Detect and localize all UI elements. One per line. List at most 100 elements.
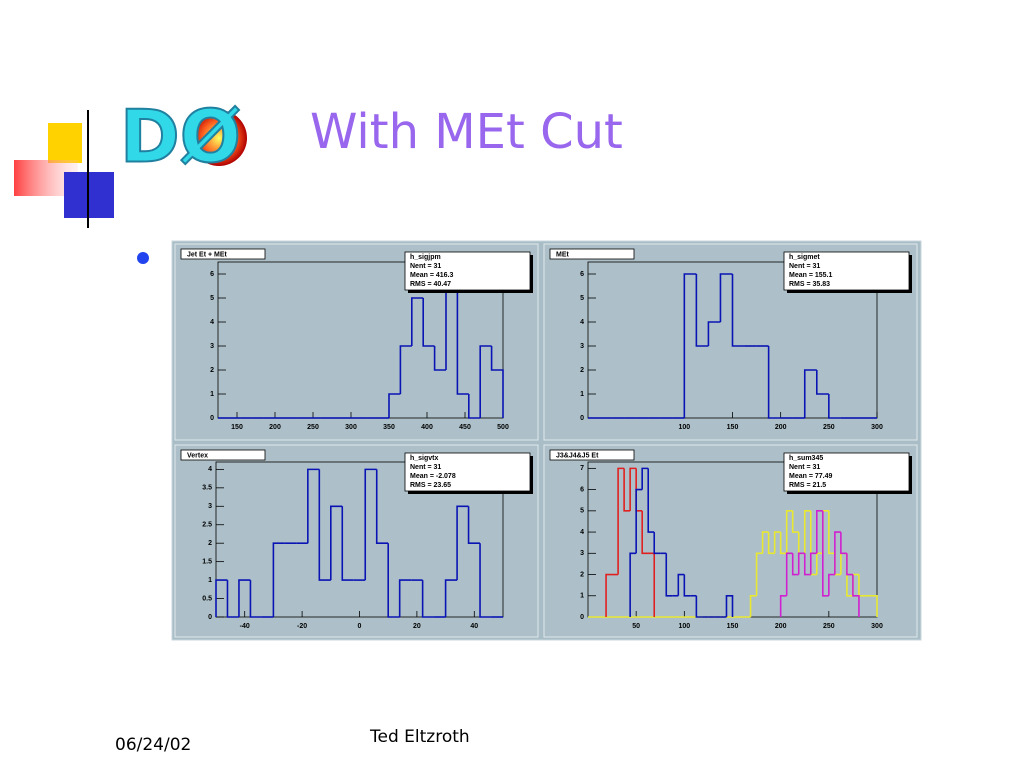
histogram-bin	[456, 274, 469, 395]
histogram-bin	[364, 468, 377, 581]
y-tick-label: 1.5	[202, 558, 212, 565]
y-tick-label: 1	[208, 577, 212, 584]
y-tick-label: 1	[210, 391, 214, 398]
stats-line: Nent = 31	[789, 263, 820, 270]
histogram-bin	[731, 274, 745, 347]
x-tick-label: 450	[459, 424, 471, 431]
y-tick-label: 5	[580, 508, 584, 515]
y-tick-label: 3	[210, 343, 214, 350]
stats-line: Mean = 416.3	[410, 272, 453, 279]
histogram-bin	[828, 510, 835, 555]
stats-line: Nent = 31	[410, 464, 441, 471]
y-tick-label: 2	[580, 367, 584, 374]
x-tick-label: 250	[307, 424, 319, 431]
x-tick-label: 300	[871, 424, 883, 431]
histogram-bin	[803, 553, 811, 576]
histogram-bin	[815, 370, 829, 395]
y-tick-label: 1	[580, 593, 584, 600]
histogram-bin	[617, 467, 625, 575]
histogram-bin	[605, 573, 619, 617]
histogram-bin	[785, 510, 793, 554]
y-tick-label: 0	[580, 614, 584, 621]
histogram-bin	[683, 273, 697, 418]
histogram-bin	[341, 506, 354, 581]
histogram-bin	[641, 467, 649, 490]
chart-title: J3&J4&J5 Et	[556, 452, 599, 459]
x-tick-label: 400	[421, 424, 433, 431]
y-tick-label: 4	[210, 319, 214, 326]
histogram-bin	[695, 595, 703, 618]
stats-box	[404, 452, 531, 492]
histogram-bin	[822, 510, 829, 597]
histogram-bin	[433, 346, 446, 371]
title-box	[180, 248, 266, 260]
histogram-bin	[779, 594, 787, 617]
slide-title: With MEt Cut	[310, 104, 623, 160]
y-tick-label: 1	[580, 391, 584, 398]
histogram-bin	[749, 594, 757, 617]
y-tick-label: 0	[208, 614, 212, 621]
y-tick-label: 4	[580, 529, 584, 536]
histogram-bin	[767, 346, 781, 419]
histogram-bin	[779, 532, 787, 555]
y-tick-label: 4	[580, 319, 584, 326]
histogram-bin	[834, 531, 841, 575]
histogram-bin	[846, 553, 853, 576]
histogram-bin	[467, 506, 481, 544]
x-tick-label: 200	[775, 623, 787, 630]
y-tick-label: 3.5	[202, 485, 212, 492]
histogram-bin	[653, 532, 661, 555]
stats-line: Mean = 155.1	[789, 272, 832, 279]
y-tick-label: 7	[580, 465, 584, 472]
pad: 150 200 250 300 350 400 450 500 0 1 2 3 4 5 6 Jet Et + …	[174, 243, 539, 441]
histogram-bin	[725, 594, 734, 617]
stats-line: Nent = 31	[410, 263, 441, 270]
stats-box	[783, 251, 910, 291]
histogram-bin	[422, 298, 435, 347]
x-tick-label: 150	[727, 424, 739, 431]
histogram-bin	[641, 510, 656, 617]
x-tick-label: 250	[823, 623, 835, 630]
x-tick-label: 100	[678, 623, 690, 630]
x-tick-label: 20	[413, 623, 421, 630]
pad: 50 100 150 200 250 300 0 1 2 3 4 5 6 7 J3&J4&J5 Et h_su…	[543, 444, 918, 638]
histogram-bin	[785, 552, 793, 596]
y-tick-label: 2	[208, 540, 212, 547]
histogram-bin	[375, 469, 389, 544]
histogram-bin	[398, 579, 412, 617]
histogram-bin	[803, 510, 811, 554]
y-tick-label: 5	[210, 295, 214, 302]
stats-line: RMS = 21.5	[789, 482, 826, 489]
y-tick-label: 2	[210, 367, 214, 374]
chart-title: Vertex	[187, 452, 208, 459]
title-box	[549, 248, 635, 260]
stats-line: Mean = 77.49	[789, 473, 832, 480]
histogram-bin	[421, 580, 435, 618]
histogram-bin	[828, 573, 835, 596]
y-tick-label: 5	[580, 295, 584, 302]
y-tick-label: 0.5	[202, 595, 212, 602]
stats-line: h_sum345	[789, 455, 823, 462]
histogram-bin	[828, 394, 841, 419]
histogram-bin	[767, 532, 775, 555]
stats-box	[404, 251, 531, 291]
x-tick-label: 300	[345, 424, 357, 431]
histogram-bin	[456, 505, 469, 581]
x-tick-label: 100	[678, 424, 690, 431]
y-tick-label: 3	[208, 503, 212, 510]
histogram-bin	[870, 594, 878, 617]
bullet	[137, 252, 149, 264]
histogram-bin	[797, 552, 805, 575]
stats-line: Nent = 31	[789, 464, 820, 471]
histogram-bin	[623, 468, 631, 512]
histogram-bin	[683, 574, 691, 597]
logo-graphic: DØ	[14, 94, 960, 228]
x-tick-label: -20	[297, 623, 307, 630]
histogram-bin	[665, 553, 673, 597]
histogram-bin	[226, 580, 239, 618]
y-tick-label: 6	[580, 486, 584, 493]
histogram-bin	[249, 580, 262, 618]
x-tick-label: -40	[240, 623, 250, 630]
